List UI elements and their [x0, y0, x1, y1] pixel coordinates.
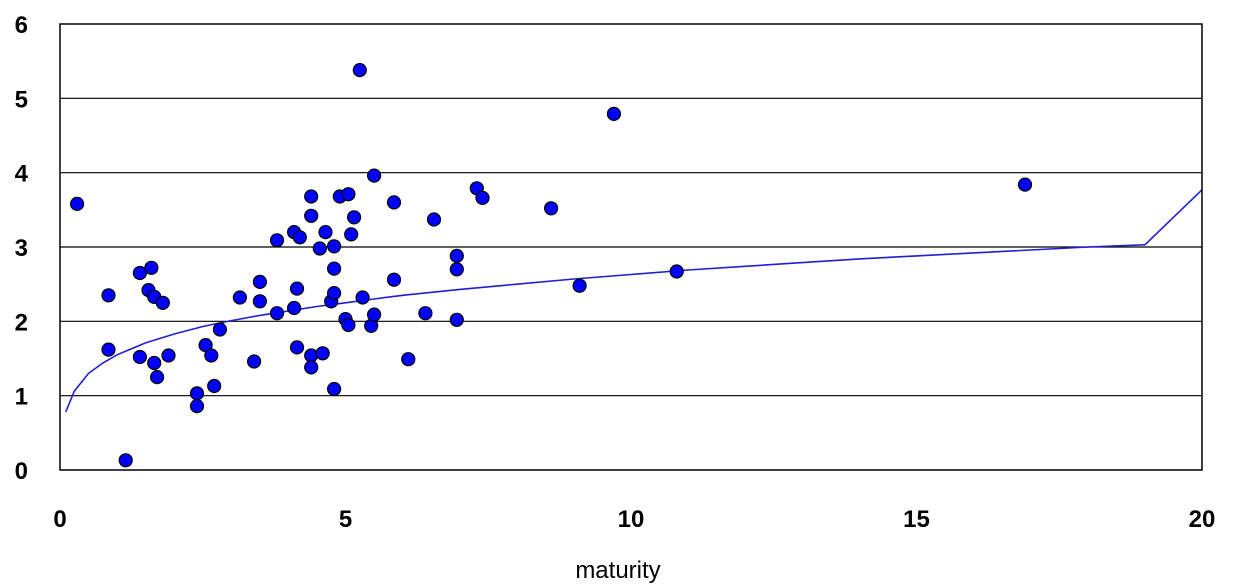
data-point-26	[292, 230, 307, 245]
data-point-8	[155, 295, 170, 310]
data-point-30	[304, 189, 319, 204]
data-point-44	[341, 317, 356, 333]
data-point-67	[1017, 177, 1033, 192]
x-tick-label: 5	[339, 506, 352, 533]
x-tick-label: 20	[1189, 506, 1216, 533]
data-point-33	[304, 360, 319, 375]
data-point-16	[204, 348, 219, 363]
data-point-4	[132, 265, 147, 281]
data-point-63	[543, 201, 559, 216]
data-point-0	[69, 196, 85, 211]
data-point-48	[352, 62, 367, 78]
y-tick-label: 0	[15, 458, 28, 485]
data-point-14	[189, 399, 205, 414]
data-point-39	[327, 239, 342, 254]
data-point-57	[426, 212, 442, 227]
data-point-24	[269, 306, 285, 321]
data-point-17	[207, 378, 222, 394]
data-point-60	[449, 312, 464, 327]
data-point-56	[418, 306, 433, 321]
y-tick-label: 4	[15, 161, 29, 188]
data-point-32	[304, 348, 319, 363]
y-tick-label: 5	[15, 86, 28, 113]
data-point-18	[212, 322, 227, 337]
data-points	[69, 62, 1033, 468]
y-tick-label: 3	[15, 235, 28, 262]
data-point-46	[344, 227, 359, 242]
data-point-13	[189, 386, 205, 401]
data-point-51	[367, 307, 382, 322]
data-point-65	[606, 106, 622, 122]
data-point-55	[401, 352, 416, 367]
data-point-34	[312, 241, 327, 256]
data-point-31	[304, 208, 319, 223]
data-point-23	[269, 233, 285, 248]
x-tick-label: 0	[53, 506, 66, 533]
data-point-58	[449, 248, 464, 263]
data-point-45	[341, 187, 356, 202]
data-point-66	[669, 264, 684, 279]
data-point-12	[161, 348, 176, 363]
data-point-6	[144, 260, 159, 275]
data-point-52	[367, 168, 382, 183]
data-point-10	[147, 355, 162, 371]
data-point-36	[315, 346, 330, 361]
data-point-21	[252, 274, 267, 289]
x-tick-label: 15	[903, 506, 930, 533]
data-point-20	[247, 354, 262, 369]
gridlines	[60, 97, 1202, 397]
data-point-29	[289, 340, 305, 355]
data-point-62	[475, 190, 490, 205]
data-point-49	[355, 290, 370, 305]
data-point-2	[101, 342, 116, 357]
data-point-19	[232, 290, 247, 305]
data-point-22	[252, 294, 267, 309]
data-point-3	[118, 453, 133, 468]
data-point-1	[101, 288, 116, 303]
data-point-28	[289, 281, 305, 296]
data-point-54	[386, 272, 402, 287]
data-point-41	[327, 381, 342, 397]
data-point-38	[327, 286, 342, 301]
x-axis-title: maturity	[575, 557, 660, 584]
data-point-59	[449, 262, 464, 277]
data-point-53	[386, 195, 402, 210]
data-point-40	[327, 261, 342, 276]
trend-line	[64, 189, 1203, 413]
plot-frame	[59, 23, 1203, 471]
y-tick-label: 6	[15, 12, 28, 39]
y-tick-labels: 0 1 2 3 4 5 6	[15, 12, 29, 485]
x-tick-label: 10	[618, 506, 645, 533]
data-point-9	[132, 349, 147, 365]
data-point-35	[318, 225, 333, 240]
data-point-27	[287, 300, 302, 316]
x-tick-labels: 0 5 10 15 20	[53, 506, 1215, 533]
y-tick-label: 1	[15, 384, 28, 411]
data-point-64	[572, 278, 587, 293]
data-point-47	[347, 210, 362, 225]
data-point-11	[150, 370, 165, 385]
y-tick-label: 2	[15, 309, 28, 336]
